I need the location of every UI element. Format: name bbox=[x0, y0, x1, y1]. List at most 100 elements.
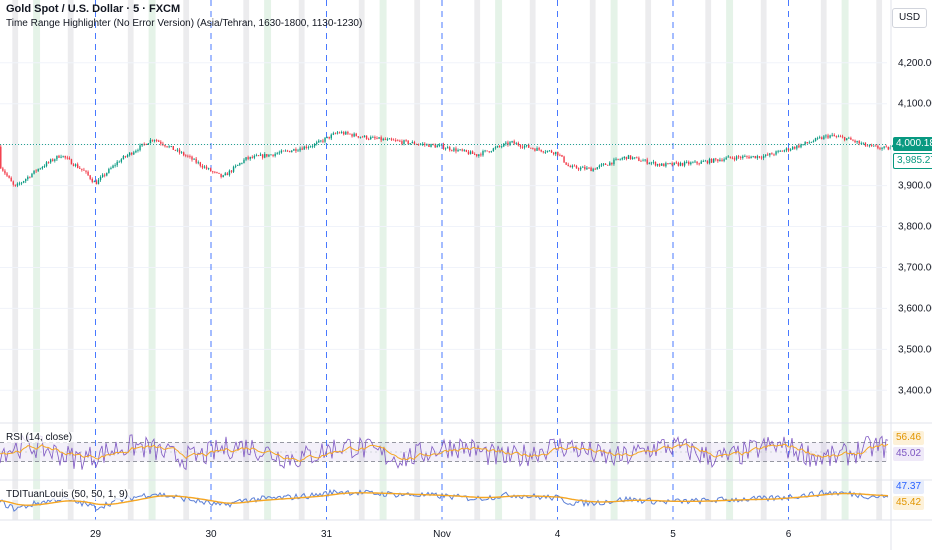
tdi-blue-value-tag: 47.37 bbox=[893, 480, 925, 494]
candle-body bbox=[467, 151, 470, 155]
candle-body bbox=[719, 159, 721, 162]
candle-body bbox=[642, 160, 644, 162]
candle-body bbox=[251, 156, 253, 158]
candle-body bbox=[164, 145, 166, 147]
candle-body bbox=[413, 142, 416, 145]
candle-body bbox=[106, 172, 108, 176]
candle-body bbox=[133, 152, 135, 155]
candle-body bbox=[158, 140, 160, 142]
candle-body bbox=[517, 143, 520, 146]
candle-body bbox=[378, 137, 380, 139]
rsi-value-tag: 56.46 bbox=[893, 431, 925, 445]
candle-body bbox=[889, 147, 892, 150]
candle-body bbox=[648, 163, 650, 165]
candle-body bbox=[424, 143, 426, 145]
candle-body bbox=[237, 164, 239, 166]
candle-body bbox=[264, 154, 266, 158]
session-band bbox=[760, 0, 767, 520]
candle-body bbox=[438, 145, 441, 146]
candle-body bbox=[446, 147, 449, 149]
candle-body bbox=[812, 141, 815, 143]
candle-body bbox=[696, 161, 698, 164]
candle-body bbox=[702, 161, 705, 163]
candle-body bbox=[692, 162, 694, 164]
candle-body bbox=[652, 161, 655, 163]
candle-body bbox=[613, 159, 615, 165]
candle-body bbox=[654, 161, 657, 166]
candle-body bbox=[507, 142, 509, 145]
session-band bbox=[243, 0, 250, 520]
candle-body bbox=[54, 159, 56, 161]
candle-body bbox=[881, 147, 883, 149]
candle-body bbox=[207, 168, 210, 170]
candle-body bbox=[139, 145, 141, 151]
candle-body bbox=[322, 140, 324, 142]
candle-body bbox=[338, 132, 341, 134]
candle-body bbox=[561, 155, 563, 157]
time-tick-label: 29 bbox=[90, 529, 102, 540]
candle-body bbox=[787, 148, 790, 151]
candle-body bbox=[663, 163, 665, 167]
candle-body bbox=[837, 136, 840, 138]
candle-body bbox=[509, 142, 511, 145]
candle-body bbox=[814, 138, 817, 142]
session-band bbox=[726, 0, 734, 520]
candle-body bbox=[174, 149, 177, 151]
session-band bbox=[841, 0, 849, 520]
candle-body bbox=[505, 142, 507, 144]
candle-body bbox=[91, 178, 93, 182]
candle-body bbox=[114, 165, 116, 166]
candle-body bbox=[669, 163, 671, 164]
candle-body bbox=[490, 151, 493, 153]
candle-body bbox=[403, 140, 405, 144]
candle-body bbox=[498, 145, 501, 147]
candle-body bbox=[178, 149, 181, 153]
candle-body bbox=[255, 155, 258, 157]
candle-body bbox=[332, 133, 335, 135]
candle-body bbox=[496, 145, 499, 148]
candle-body bbox=[340, 132, 343, 134]
candle-body bbox=[363, 135, 366, 138]
candle-body bbox=[216, 171, 218, 173]
candle-body bbox=[609, 162, 611, 166]
candle-body bbox=[519, 145, 522, 147]
candle-body bbox=[638, 157, 640, 161]
candle-body bbox=[286, 150, 289, 152]
candle-body bbox=[598, 165, 601, 168]
candle-body bbox=[126, 155, 129, 157]
candle-body bbox=[760, 157, 763, 159]
candle-body bbox=[650, 162, 653, 164]
candle-body bbox=[440, 144, 443, 146]
candle-body bbox=[220, 173, 222, 178]
candle-body bbox=[284, 150, 287, 152]
candle-body bbox=[802, 144, 804, 145]
session-band bbox=[529, 0, 536, 520]
candle-body bbox=[155, 140, 158, 142]
candle-body bbox=[432, 143, 434, 145]
candle-body bbox=[436, 145, 438, 148]
time-tick-label: 31 bbox=[321, 529, 333, 540]
candle-body bbox=[710, 158, 713, 163]
price-tick-label: 3,400.00 bbox=[898, 385, 932, 396]
candle-body bbox=[357, 136, 359, 138]
candle-body bbox=[58, 155, 60, 158]
candle-body bbox=[746, 156, 748, 158]
session-band bbox=[820, 0, 827, 520]
candle-body bbox=[617, 158, 619, 160]
candle-body bbox=[295, 149, 297, 152]
currency-button[interactable]: USD bbox=[892, 8, 927, 28]
rsi-pane bbox=[0, 433, 889, 471]
session-band bbox=[610, 0, 618, 520]
candle-body bbox=[698, 163, 700, 165]
candle-body bbox=[442, 144, 445, 149]
candle-body bbox=[528, 144, 530, 148]
candle-body bbox=[318, 140, 320, 143]
candle-body bbox=[627, 155, 630, 160]
candle-body bbox=[503, 143, 505, 147]
candle-body bbox=[856, 141, 858, 143]
candle-body bbox=[794, 146, 796, 149]
candle-body bbox=[137, 150, 139, 151]
candle-body bbox=[359, 136, 362, 138]
candle-body bbox=[347, 131, 349, 134]
